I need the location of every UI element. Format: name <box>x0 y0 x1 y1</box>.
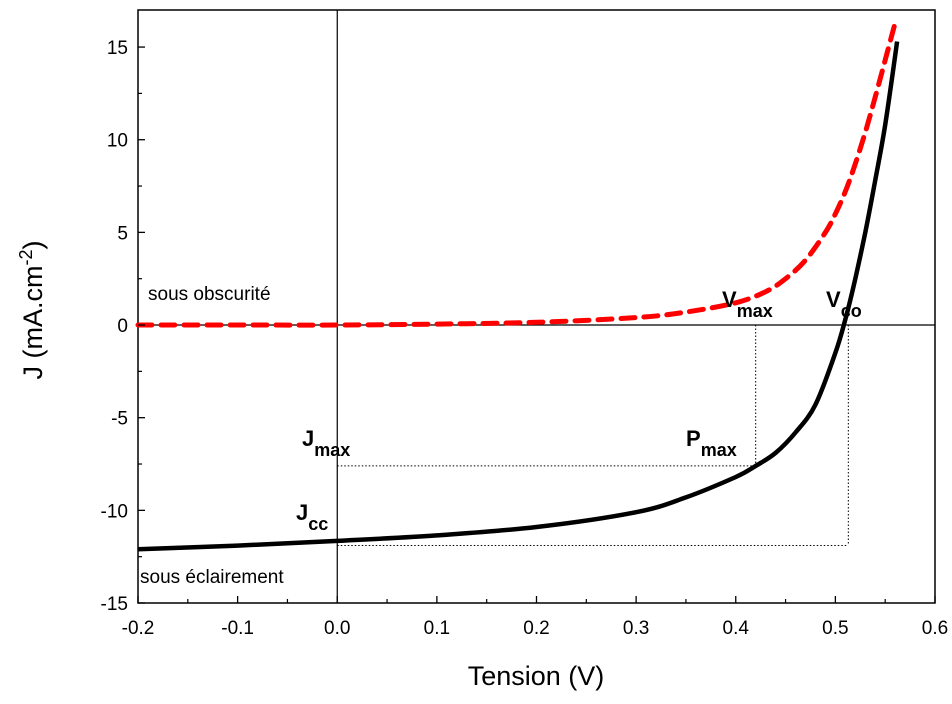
ticks-layer <box>137 46 936 604</box>
light-curve <box>137 41 900 552</box>
pmax-label: Pmax <box>686 426 737 460</box>
pmax-label-sub: max <box>701 440 737 460</box>
y-tick-label: 0 <box>117 316 128 337</box>
jcc-label-main: J <box>296 500 308 525</box>
vco-label-sub: co <box>841 301 862 321</box>
y-tick-label: 10 <box>107 131 128 152</box>
y-tick-label: -15 <box>101 594 128 615</box>
dark-curve <box>135 20 898 328</box>
vmax-label: Vmax <box>722 287 773 321</box>
jmax-label-sub: max <box>314 440 350 460</box>
y-tick-label: 15 <box>107 38 128 59</box>
jmax-label: Jmax <box>302 426 350 460</box>
y-axis-title-sup: -2 <box>16 249 36 265</box>
y-axis-title: J (mA.cm-2) <box>16 240 48 379</box>
plot-frame <box>137 9 936 604</box>
x-tick-label: 0.2 <box>523 618 549 639</box>
light-curve-label: sous éclairement <box>140 567 284 588</box>
x-tick-label: 0.4 <box>723 618 750 639</box>
y-tick-label: 5 <box>117 223 128 244</box>
pmax-label-main: P <box>686 426 701 451</box>
y-axis-title-main: J (mA.cm <box>18 266 48 380</box>
x-tick-label: 0.5 <box>822 618 848 639</box>
x-tick-label: -0.1 <box>221 618 254 639</box>
x-tick-label: 0.1 <box>424 618 450 639</box>
tick-labels-layer: -0.2 -0.1 0.0 0.1 0.2 0.3 0.4 0.5 0.6 -15 -10 -5 0 5 1… <box>101 38 949 639</box>
vmax-label-main: V <box>722 287 737 312</box>
jmax-label-main: J <box>302 426 314 451</box>
guide-lines <box>337 325 849 547</box>
x-tick-label: 0.3 <box>623 618 649 639</box>
vco-label-main: V <box>826 287 841 312</box>
x-axis-title: Tension (V) <box>468 661 605 691</box>
dark-curve-label: sous obscurité <box>148 284 271 305</box>
y-axis-title-end: ) <box>18 240 48 249</box>
vco-label: Vco <box>826 287 862 321</box>
x-tick-label: 0.0 <box>324 618 350 639</box>
reference-lines <box>138 10 935 603</box>
x-tick-label: -0.2 <box>122 618 155 639</box>
y-tick-label: -5 <box>111 409 128 430</box>
jcc-label-sub: cc <box>308 514 328 534</box>
jcc-label: Jcc <box>296 500 328 534</box>
vmax-label-sub: max <box>737 301 773 321</box>
x-tick-label: 0.6 <box>922 618 948 639</box>
y-tick-label: -10 <box>101 501 128 522</box>
series-layer <box>135 20 900 552</box>
